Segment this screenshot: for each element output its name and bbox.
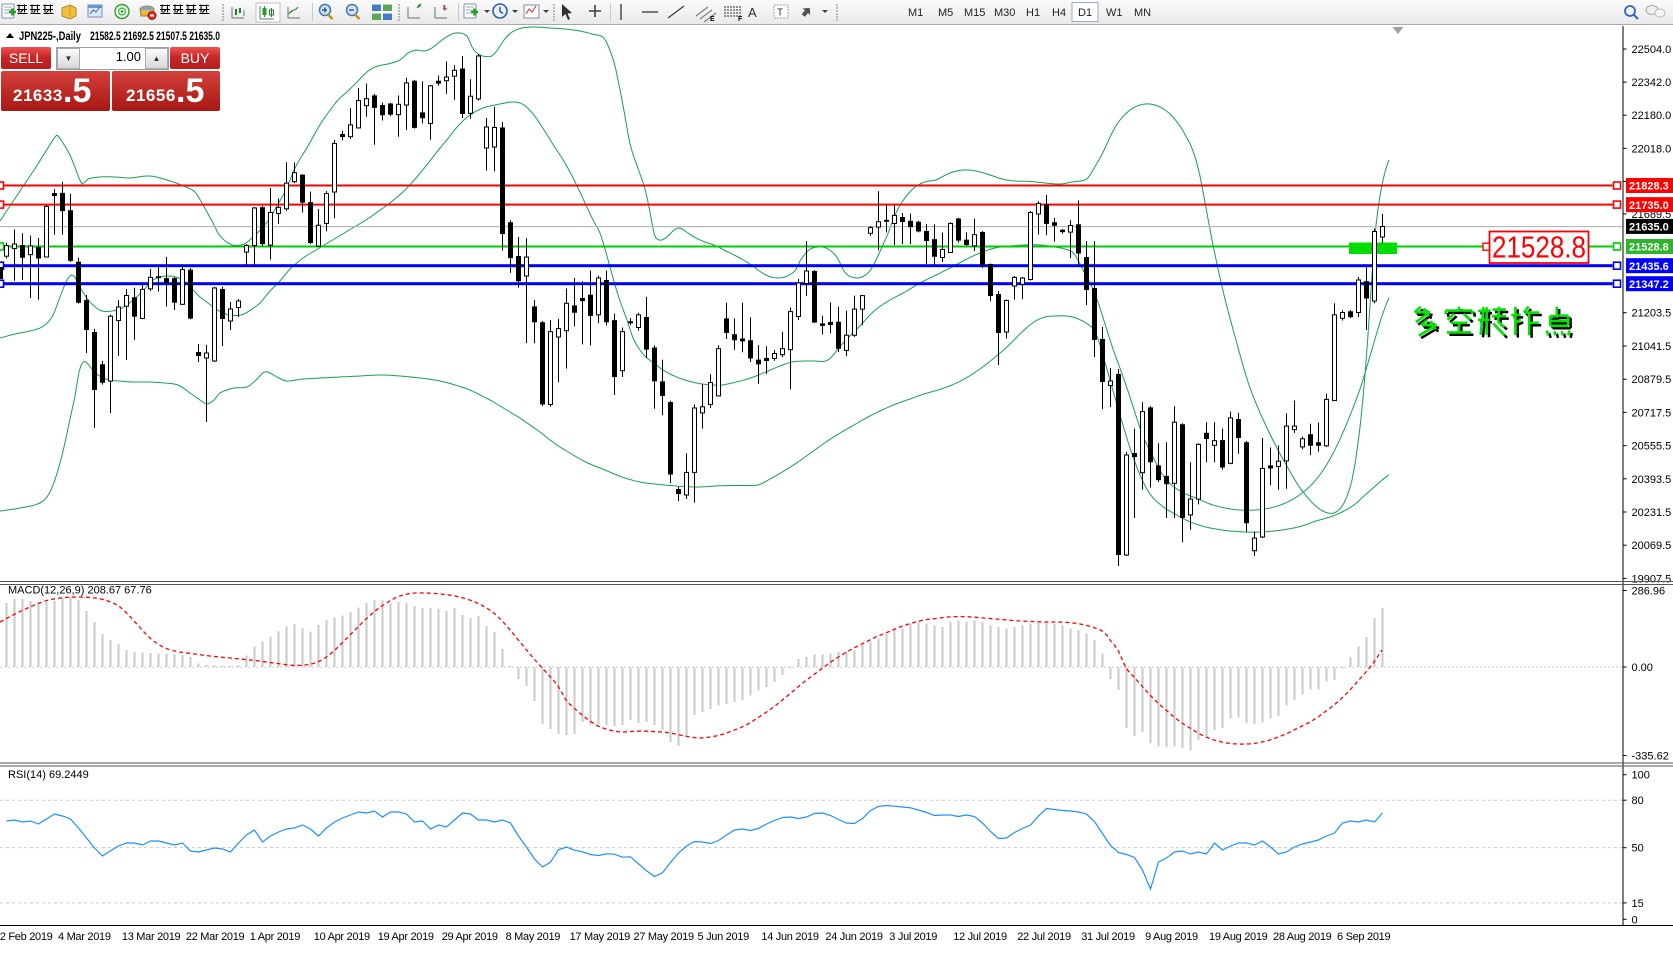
svg-text:A: A xyxy=(748,5,757,20)
svg-text:24 Jun 2019: 24 Jun 2019 xyxy=(825,931,882,943)
svg-text:D1: D1 xyxy=(1078,7,1092,19)
svg-text:6 Sep 2019: 6 Sep 2019 xyxy=(1337,931,1390,943)
svg-text:22 Jul 2019: 22 Jul 2019 xyxy=(1017,931,1071,943)
svg-text:20555.5: 20555.5 xyxy=(1632,441,1672,453)
svg-text:E: E xyxy=(710,16,715,23)
svg-text:14 Jun 2019: 14 Jun 2019 xyxy=(761,931,818,943)
svg-text:28 Aug 2019: 28 Aug 2019 xyxy=(1273,931,1332,943)
svg-text:T: T xyxy=(777,8,783,19)
svg-text:12 Jul 2019: 12 Jul 2019 xyxy=(953,931,1007,943)
svg-text:M1: M1 xyxy=(908,7,923,19)
svg-text:0.00: 0.00 xyxy=(1632,662,1653,674)
svg-text:8 May 2019: 8 May 2019 xyxy=(506,931,561,943)
svg-text:F: F xyxy=(738,16,743,23)
svg-text:31 Jul 2019: 31 Jul 2019 xyxy=(1081,931,1135,943)
svg-text:27 May 2019: 27 May 2019 xyxy=(634,931,694,943)
svg-text:100: 100 xyxy=(1632,770,1650,782)
svg-text:H4: H4 xyxy=(1052,7,1066,19)
svg-text:3 Jul 2019: 3 Jul 2019 xyxy=(889,931,937,943)
svg-text:5 Jun 2019: 5 Jun 2019 xyxy=(698,931,750,943)
svg-text:-335.62: -335.62 xyxy=(1632,751,1669,763)
svg-text:H1: H1 xyxy=(1026,7,1040,19)
svg-text:19 Apr 2019: 19 Apr 2019 xyxy=(378,931,434,943)
svg-text:21203.5: 21203.5 xyxy=(1632,308,1672,320)
svg-text:20717.5: 20717.5 xyxy=(1632,407,1672,419)
svg-text:22 Mar 2019: 22 Mar 2019 xyxy=(186,931,245,943)
svg-text:MN: MN xyxy=(1134,7,1151,19)
svg-text:10 Apr 2019: 10 Apr 2019 xyxy=(314,931,370,943)
svg-text:20879.5: 20879.5 xyxy=(1632,374,1672,386)
svg-text:21041.5: 21041.5 xyxy=(1632,341,1672,353)
svg-text:RSI(14) 69.2449: RSI(14) 69.2449 xyxy=(8,769,89,781)
svg-text:21347.2: 21347.2 xyxy=(1629,279,1669,291)
svg-text:20231.5: 20231.5 xyxy=(1632,507,1672,519)
svg-text:13 Mar 2019: 13 Mar 2019 xyxy=(122,931,181,943)
svg-text:21582.5 21692.5 21507.5 21635.: 21582.5 21692.5 21507.5 21635.0 xyxy=(90,29,220,43)
svg-text:22342.0: 22342.0 xyxy=(1632,77,1672,89)
svg-text:21735.0: 21735.0 xyxy=(1629,200,1669,212)
svg-text:19 Aug 2019: 19 Aug 2019 xyxy=(1209,931,1268,943)
svg-text:20393.5: 20393.5 xyxy=(1632,474,1672,486)
svg-text:286.96: 286.96 xyxy=(1632,586,1666,598)
svg-text:22180.0: 22180.0 xyxy=(1632,110,1672,122)
svg-text:M30: M30 xyxy=(994,7,1015,19)
svg-text:22504.0: 22504.0 xyxy=(1632,44,1672,56)
svg-text:W1: W1 xyxy=(1106,7,1123,19)
svg-text:17 May 2019: 17 May 2019 xyxy=(570,931,630,943)
svg-text:0: 0 xyxy=(1632,914,1638,926)
svg-text:21528.8: 21528.8 xyxy=(1492,230,1586,265)
svg-text:1 Apr 2019: 1 Apr 2019 xyxy=(250,931,300,943)
svg-text:21435.6: 21435.6 xyxy=(1629,261,1669,273)
svg-text:M15: M15 xyxy=(964,7,985,19)
svg-text:4 Mar 2019: 4 Mar 2019 xyxy=(58,931,111,943)
svg-text:9 Aug 2019: 9 Aug 2019 xyxy=(1145,931,1198,943)
svg-text:19907.5: 19907.5 xyxy=(1632,573,1672,585)
svg-text:M5: M5 xyxy=(938,7,953,19)
svg-text:80: 80 xyxy=(1632,795,1644,807)
svg-text:JPN225-,Daily: JPN225-,Daily xyxy=(19,29,81,43)
svg-text:22 Feb 2019: 22 Feb 2019 xyxy=(0,931,53,943)
svg-text:21828.3: 21828.3 xyxy=(1629,181,1669,193)
svg-text:21528.8: 21528.8 xyxy=(1629,242,1669,254)
svg-text:21635.0: 21635.0 xyxy=(1629,222,1669,234)
svg-text:MACD(12,26,9) 208.67 67.76: MACD(12,26,9) 208.67 67.76 xyxy=(8,585,152,597)
svg-text:22018.0: 22018.0 xyxy=(1632,143,1672,155)
svg-text:29 Apr 2019: 29 Apr 2019 xyxy=(442,931,498,943)
svg-text:20069.5: 20069.5 xyxy=(1632,540,1672,552)
svg-text:15: 15 xyxy=(1632,898,1644,910)
svg-text:50: 50 xyxy=(1632,843,1644,855)
